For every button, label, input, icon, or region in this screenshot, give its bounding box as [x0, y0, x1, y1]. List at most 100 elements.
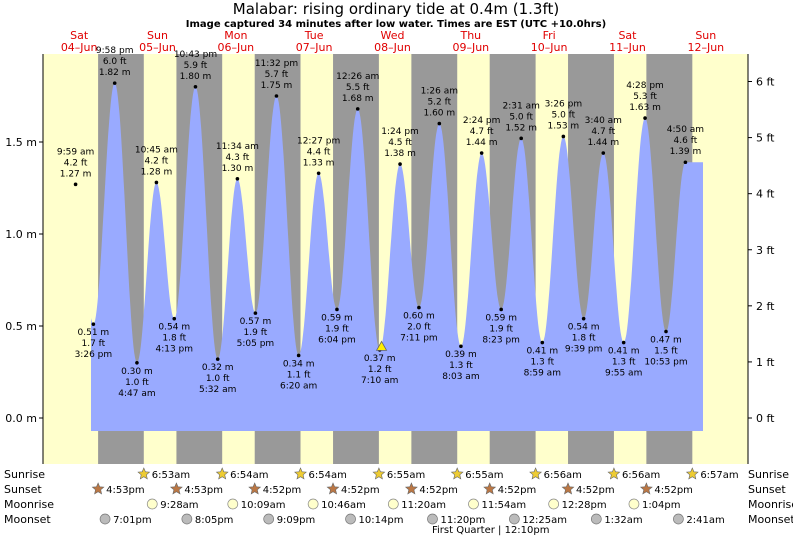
chart-subtitle: Image captured 34 minutes after low wate… [186, 19, 606, 30]
high-tide-label: 10:43 pm 5.9 ft 1.80 m [174, 50, 217, 82]
tide-label-line: 7:10 am [361, 376, 398, 386]
sunset-time: 4:53pm [184, 485, 223, 496]
tide-label-line: 4.7 ft [470, 127, 494, 137]
sunrise-time: 6:56am [544, 470, 582, 481]
high-tide-label: 4:28 pm 5.3 ft 1.63 m [626, 81, 664, 113]
moonrise-time: 12:28pm [562, 500, 607, 511]
sunrise-time: 6:55am [465, 470, 503, 481]
high-tide-point [437, 121, 442, 126]
tide-label-line: 1.27 m [60, 169, 92, 179]
daylight-band [43, 54, 99, 464]
day-date-label: 08–Jun [374, 41, 411, 54]
sunrise-time: 6:54am [230, 470, 268, 481]
tide-label-line: 2.0 ft [407, 323, 431, 333]
moonset-time: 12:25am [522, 515, 567, 526]
tide-label-line: 6:04 pm [318, 335, 356, 345]
day-name-label: Thu [459, 29, 481, 42]
tide-label-line: 5.0 ft [509, 112, 533, 122]
tide-label-line: 0.39 m [445, 350, 477, 360]
moonrise-time: 10:09am [241, 500, 286, 511]
high-tide-label: 2:31 am 5.0 ft 1.52 m [503, 101, 540, 133]
row-label-right: Moonrise [748, 498, 793, 511]
moonset-icon [263, 513, 275, 525]
row-label-left: Sunset [4, 483, 42, 496]
sunset-time: 4:52pm [654, 485, 693, 496]
tide-label-line: 8:23 pm [482, 335, 520, 345]
sunrise-icon [137, 467, 151, 480]
sunset-time: 4:52pm [263, 485, 302, 496]
tide-label-line: 1.7 ft [82, 339, 106, 349]
moonset-icon [345, 513, 356, 525]
day-name-label: Sun [147, 29, 168, 42]
tide-label-line: 9:58 pm [96, 46, 134, 56]
tide-label-line: 1.53 m [548, 121, 580, 131]
tide-label-line: 4.7 ft [591, 127, 615, 137]
sunrise-icon [294, 467, 307, 480]
tide-label-line: 1.33 m [303, 158, 335, 168]
tide-label-line: 4.2 ft [145, 156, 169, 166]
tide-label-line: 10:43 pm [174, 50, 217, 60]
sunrise-time: 6:55am [387, 470, 425, 481]
day-name-label: Sat [70, 29, 89, 42]
sunrise-icon [372, 467, 386, 480]
tide-label-line: 1.39 m [670, 147, 702, 157]
low-tide-label: 0.32 m 1.0 ft 5:32 am [199, 363, 236, 395]
tide-label-line: 8:03 am [442, 372, 479, 382]
tide-label-line: 5:32 am [199, 385, 236, 395]
sunset-time: 4:52pm [576, 485, 615, 496]
high-tide-label: 9:58 pm 6.0 ft 1.82 m [96, 46, 134, 78]
low-tide-point [459, 344, 463, 349]
high-tide-point [73, 182, 78, 187]
high-tide-point [601, 151, 606, 155]
tide-label-line: 3:26 pm [75, 350, 113, 360]
sunrise-icon [685, 467, 699, 480]
tide-label-line: 5.3 ft [633, 92, 657, 102]
row-label-left: Moonrise [4, 498, 54, 511]
right-axis-label: 4 ft [756, 188, 775, 201]
tide-label-line: 5.9 ft [184, 61, 208, 71]
low-tide-point [664, 329, 668, 334]
moonrise-icon [387, 498, 399, 510]
tide-label-line: 4.3 ft [226, 153, 250, 163]
current-tide-marker [375, 340, 388, 351]
day-date-label: 04–Jun [61, 41, 98, 54]
tide-label-line: 1.60 m [423, 109, 455, 119]
moonset-time: 8:05pm [195, 515, 234, 526]
tide-label-line: 0.41 m [526, 347, 558, 357]
low-tide-label: 0.51 m 1.7 ft 3:26 pm [75, 328, 113, 360]
low-tide-label: 0.47 m 1.5 ft 10:53 pm [644, 336, 687, 368]
high-tide-point [316, 171, 321, 176]
high-tide-point [154, 180, 159, 185]
low-tide-point [296, 353, 301, 358]
tide-label-line: 1.44 m [466, 138, 498, 148]
moonrise-icon [307, 498, 319, 510]
tide-label-line: 1.44 m [587, 138, 619, 148]
high-tide-label: 4:50 am 4.6 ft 1.39 m [667, 125, 704, 157]
tide-label-line: 6:20 am [280, 381, 317, 391]
right-axis-label: 5 ft [756, 132, 775, 145]
high-tide-point [112, 81, 117, 85]
tide-label-line: 3:26 pm [545, 99, 583, 109]
tide-label-line: 2:24 pm [463, 116, 501, 126]
moonrise-time: 11:54am [481, 500, 526, 511]
sunset-time: 4:52pm [341, 485, 380, 496]
tide-label-line: 1.2 ft [368, 365, 392, 375]
sunrise-icon [450, 467, 464, 480]
day-name-label: Fri [543, 29, 556, 42]
tide-label-line: 0.32 m [202, 363, 234, 373]
day-date-label: 10–Jun [531, 41, 568, 54]
chart-title: Malabar: rising ordinary tide at 0.4m (1… [233, 0, 559, 18]
tide-label-line: 1.9 ft [244, 328, 268, 338]
low-tide-point [253, 311, 258, 315]
high-tide-point [561, 134, 566, 139]
tide-label-line: 0.54 m [568, 323, 600, 333]
low-tide-label: 0.39 m 1.3 ft 8:03 am [442, 350, 479, 382]
tide-label-line: 0.47 m [650, 336, 682, 346]
tide-label-line: 1:24 pm [381, 127, 419, 137]
low-tide-point [135, 361, 139, 365]
tide-label-line: 4.6 ft [674, 136, 698, 146]
left-axis-label: 0.0 m [5, 412, 37, 425]
tide-label-line: 4:28 pm [626, 81, 664, 91]
tide-label-line: 1.63 m [629, 103, 661, 113]
